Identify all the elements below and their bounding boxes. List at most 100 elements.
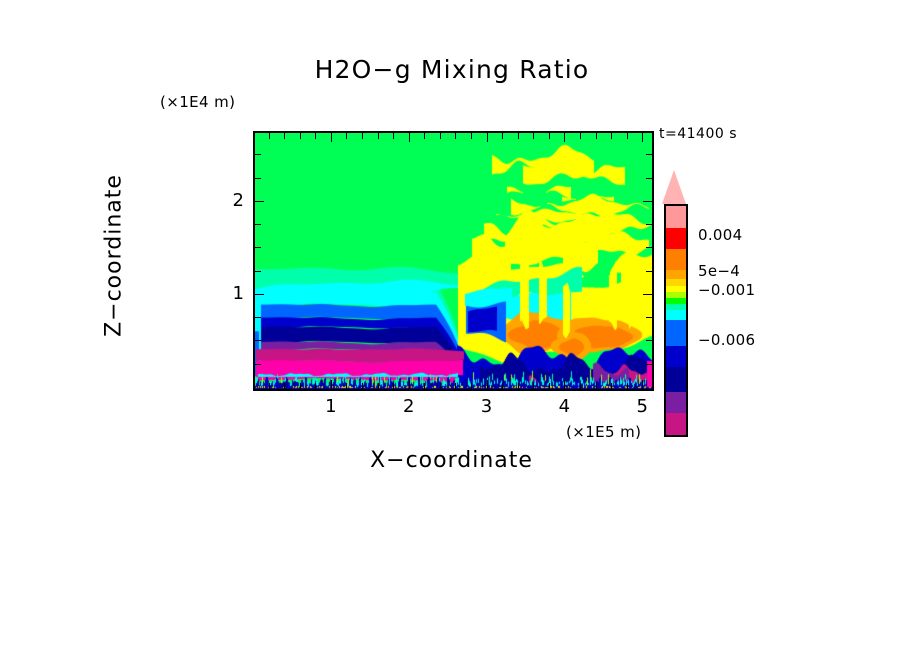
- tick-mark: [643, 200, 652, 202]
- tick-mark: [255, 224, 261, 226]
- y-axis-unit-label: (×1E4 m): [160, 93, 236, 111]
- tick-mark: [564, 380, 566, 389]
- contour-field: [255, 133, 652, 389]
- tick-mark: [268, 383, 270, 389]
- tick-mark: [486, 380, 488, 389]
- tick-mark: [595, 133, 597, 139]
- tick-mark: [626, 383, 628, 389]
- tick-mark: [255, 363, 261, 365]
- x-tick-label: 4: [558, 396, 571, 417]
- tick-mark: [268, 133, 270, 139]
- y-tick-label: 1: [232, 282, 244, 304]
- colorbar-band: [666, 270, 686, 279]
- tick-mark: [393, 383, 395, 389]
- tick-mark: [424, 383, 426, 389]
- colorbar-band: [666, 413, 686, 435]
- tick-mark: [646, 270, 652, 272]
- tick-mark: [455, 383, 457, 389]
- tick-mark: [315, 133, 317, 139]
- tick-mark: [533, 133, 535, 139]
- tick-mark: [408, 133, 410, 142]
- x-tick-label: 3: [480, 396, 493, 417]
- colorbar-label: −0.006: [698, 331, 756, 349]
- colorbar-label: 0.004: [698, 226, 743, 244]
- tick-mark: [255, 270, 261, 272]
- x-tick-label: 1: [325, 396, 337, 417]
- tick-mark: [299, 383, 301, 389]
- tick-mark: [470, 133, 472, 139]
- tick-mark: [439, 383, 441, 389]
- x-axis-unit-label: (×1E5 m): [566, 423, 642, 441]
- colorbar-band: [666, 286, 686, 292]
- colorbar-label: −0.001: [698, 281, 756, 299]
- tick-mark: [255, 154, 261, 156]
- tick-mark: [502, 383, 504, 389]
- tick-mark: [255, 177, 261, 179]
- tick-mark: [642, 133, 644, 142]
- tick-mark: [611, 133, 613, 139]
- tick-mark: [626, 133, 628, 139]
- time-annotation: t=41400 s: [659, 126, 737, 142]
- tick-mark: [255, 293, 264, 295]
- tick-mark: [393, 133, 395, 139]
- tick-mark: [377, 383, 379, 389]
- colorbar-band: [666, 346, 686, 367]
- tick-mark: [517, 383, 519, 389]
- tick-mark: [646, 177, 652, 179]
- tick-mark: [255, 247, 261, 249]
- tick-mark: [361, 133, 363, 139]
- tick-mark: [595, 383, 597, 389]
- colorbar-arrow-tip: [662, 170, 686, 204]
- x-axis-title: X−coordinate: [370, 448, 533, 473]
- tick-mark: [533, 383, 535, 389]
- tick-mark: [424, 133, 426, 139]
- colorbar-band: [666, 298, 686, 304]
- tick-mark: [299, 133, 301, 139]
- x-tick-label: 2: [402, 396, 415, 417]
- tick-mark: [517, 133, 519, 139]
- y-tick-label: 2: [232, 189, 244, 211]
- tick-mark: [564, 133, 566, 142]
- tick-mark: [346, 133, 348, 139]
- tick-mark: [377, 133, 379, 139]
- tick-mark: [646, 224, 652, 226]
- tick-mark: [330, 380, 332, 389]
- tick-mark: [646, 317, 652, 319]
- tick-mark: [330, 133, 332, 142]
- tick-mark: [284, 383, 286, 389]
- tick-mark: [579, 133, 581, 139]
- tick-mark: [486, 133, 488, 142]
- tick-mark: [455, 133, 457, 139]
- tick-mark: [284, 133, 286, 139]
- colorbar-label: 5e−4: [698, 262, 741, 280]
- colorbar-band: [666, 279, 686, 286]
- tick-mark: [346, 383, 348, 389]
- tick-mark: [470, 383, 472, 389]
- colorbar-band: [666, 320, 686, 346]
- tick-mark: [408, 380, 410, 389]
- tick-mark: [255, 200, 264, 202]
- tick-mark: [611, 383, 613, 389]
- tick-mark: [642, 380, 644, 389]
- tick-mark: [439, 133, 441, 139]
- colorbar-bands: [664, 204, 688, 437]
- tick-mark: [579, 383, 581, 389]
- tick-mark: [255, 317, 261, 319]
- tick-mark: [646, 363, 652, 365]
- y-axis-title: Z−coordinate: [101, 174, 127, 337]
- tick-mark: [548, 133, 550, 139]
- tick-mark: [502, 133, 504, 139]
- contour-plot-area: [253, 131, 654, 391]
- colorbar-band: [666, 292, 686, 298]
- page-title: H2O−g Mixing Ratio: [314, 55, 590, 84]
- colorbar-band: [666, 228, 686, 249]
- colorbar-band: [666, 367, 686, 392]
- tick-mark: [646, 154, 652, 156]
- tick-mark: [646, 247, 652, 249]
- colorbar-band: [666, 249, 686, 270]
- x-tick-label: 5: [636, 396, 648, 417]
- tick-mark: [255, 340, 261, 342]
- colorbar-band: [666, 392, 686, 413]
- colorbar-band: [666, 304, 686, 310]
